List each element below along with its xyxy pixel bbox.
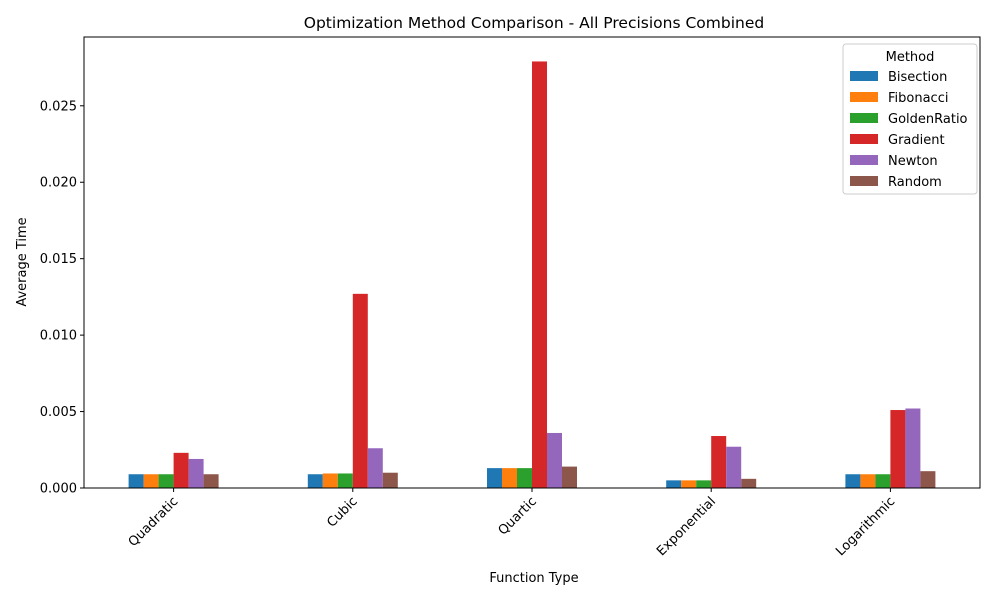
- bar-random-exponential: [741, 478, 757, 488]
- bar-newton-quartic: [547, 432, 562, 488]
- y-tick-label: 0.020: [40, 176, 77, 191]
- bar-goldenratio-exponential: [696, 480, 712, 488]
- bar-bisection-cubic: [307, 474, 323, 488]
- bar-bisection-exponential: [666, 480, 682, 488]
- bar-fibonacci-quadratic: [143, 474, 159, 488]
- legend-label-newton: Newton: [888, 154, 938, 169]
- legend-swatch-newton: [850, 155, 878, 165]
- bar-fibonacci-exponential: [681, 480, 697, 488]
- bar-bisection-quartic: [487, 468, 502, 488]
- bar-fibonacci-quartic: [502, 468, 517, 488]
- legend-items: Bisection Fibonacci GoldenRatio Gradient New…: [850, 70, 968, 190]
- bar-bisection-logarithmic: [845, 474, 861, 488]
- bar-newton-quadratic: [188, 458, 204, 488]
- chart-title: Optimization Method Comparison - All Pre…: [304, 14, 764, 32]
- bar-gradient-exponential: [711, 436, 727, 488]
- bar-newton-exponential: [726, 446, 742, 488]
- y-axis-ticks: 0.000 0.005 0.010 0.015 0.020 0.025: [40, 99, 84, 497]
- bar-random-cubic: [382, 472, 398, 488]
- y-axis-title: Average Time: [15, 217, 30, 306]
- y-tick-label: 0.025: [40, 99, 77, 114]
- bar-random-logarithmic: [920, 471, 936, 488]
- legend-label-fibonacci: Fibonacci: [888, 91, 948, 106]
- legend-swatch-goldenratio: [850, 113, 878, 123]
- legend: Method Bisection Fibonacci GoldenRatio Grad…: [842, 43, 978, 195]
- y-tick-label: 0.005: [40, 405, 77, 420]
- legend-label-random: Random: [888, 175, 942, 190]
- bar-fibonacci-cubic: [322, 473, 338, 488]
- legend-swatch-fibonacci: [850, 92, 878, 102]
- bar-gradient-quadratic: [173, 452, 189, 488]
- bar-goldenratio-quartic: [517, 468, 532, 488]
- y-tick-label: 0.010: [40, 329, 77, 344]
- bar-goldenratio-cubic: [337, 473, 353, 488]
- bar-goldenratio-quadratic: [158, 474, 174, 488]
- x-axis-title: Function Type: [489, 571, 578, 586]
- legend-label-goldenratio: GoldenRatio: [888, 112, 968, 127]
- legend-label-bisection: Bisection: [888, 70, 947, 85]
- legend-swatch-bisection: [850, 71, 878, 81]
- bar-gradient-quartic: [532, 61, 547, 488]
- legend-swatch-random: [850, 176, 878, 186]
- plot-frame: [83, 36, 981, 489]
- legend-label-gradient: Gradient: [888, 133, 945, 148]
- bar-bisection-quadratic: [128, 474, 144, 488]
- bar-random-quadratic: [203, 474, 219, 488]
- bar-gradient-logarithmic: [890, 410, 906, 488]
- bar-newton-cubic: [367, 448, 383, 488]
- y-tick-label: 0.000: [40, 482, 77, 497]
- bar-gradient-cubic: [352, 293, 368, 488]
- bar-fibonacci-logarithmic: [860, 474, 876, 488]
- y-tick-label: 0.015: [40, 252, 77, 267]
- bar-random-quartic: [562, 466, 577, 488]
- legend-swatch-gradient: [850, 134, 878, 144]
- bar-goldenratio-logarithmic: [875, 474, 891, 488]
- bar-newton-logarithmic: [905, 408, 921, 488]
- legend-title: Method: [886, 50, 935, 65]
- bars-group: [128, 61, 936, 488]
